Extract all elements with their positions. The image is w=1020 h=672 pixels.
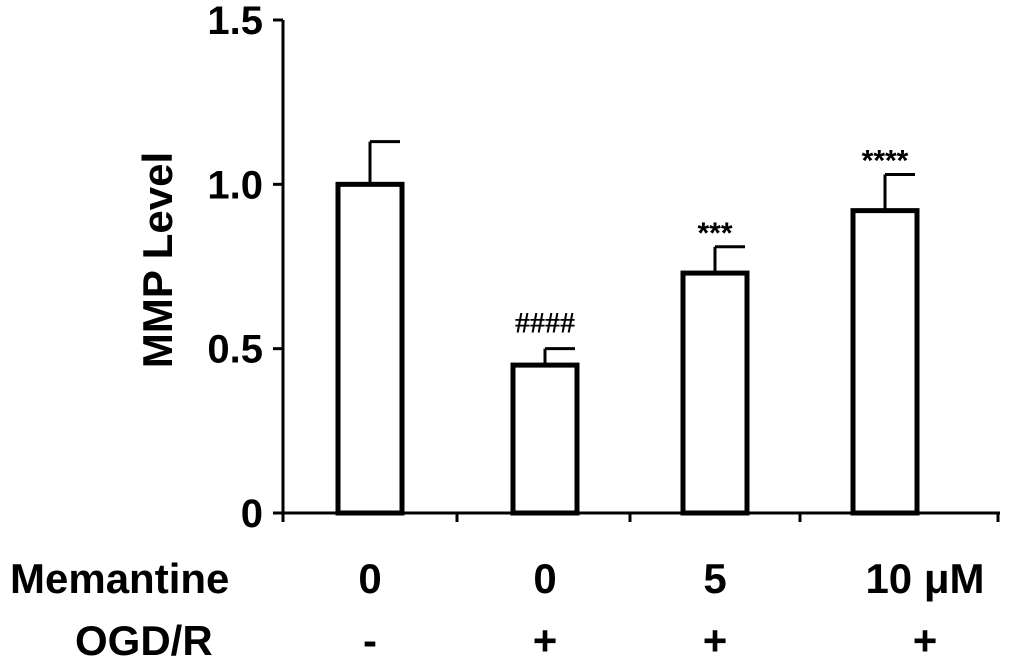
row-value: +	[703, 617, 728, 664]
row-label: Memantine	[10, 555, 229, 602]
row-value: -	[363, 617, 377, 664]
y-axis: 0 0.5 1.0 1.5	[207, 0, 285, 536]
bar	[680, 270, 750, 516]
row-value: +	[913, 617, 938, 664]
row-value: +	[533, 617, 558, 664]
condition-rows: Memantine 0 0 5 10 μM OGD/R - + + +	[10, 555, 985, 664]
significance-annotation: ****	[862, 144, 909, 177]
y-tick-label: 0.5	[207, 328, 263, 372]
row-value: 5	[703, 555, 726, 602]
row-value: 0	[533, 555, 556, 602]
y-tick-label: 1.0	[207, 163, 263, 207]
row-value: 0	[358, 555, 381, 602]
bar	[850, 208, 920, 516]
annotations: ####*******	[515, 144, 909, 339]
y-tick-label: 1.5	[207, 0, 263, 43]
bars	[335, 140, 920, 516]
bar	[335, 181, 405, 516]
row-label: OGD/R	[75, 617, 213, 664]
significance-annotation: ***	[697, 217, 732, 250]
significance-annotation: ####	[515, 307, 575, 340]
bar	[510, 362, 580, 516]
y-tick-label: 0	[241, 492, 263, 536]
row-value: 10 μM	[865, 555, 984, 602]
y-axis-title: MMP Level	[134, 152, 181, 368]
